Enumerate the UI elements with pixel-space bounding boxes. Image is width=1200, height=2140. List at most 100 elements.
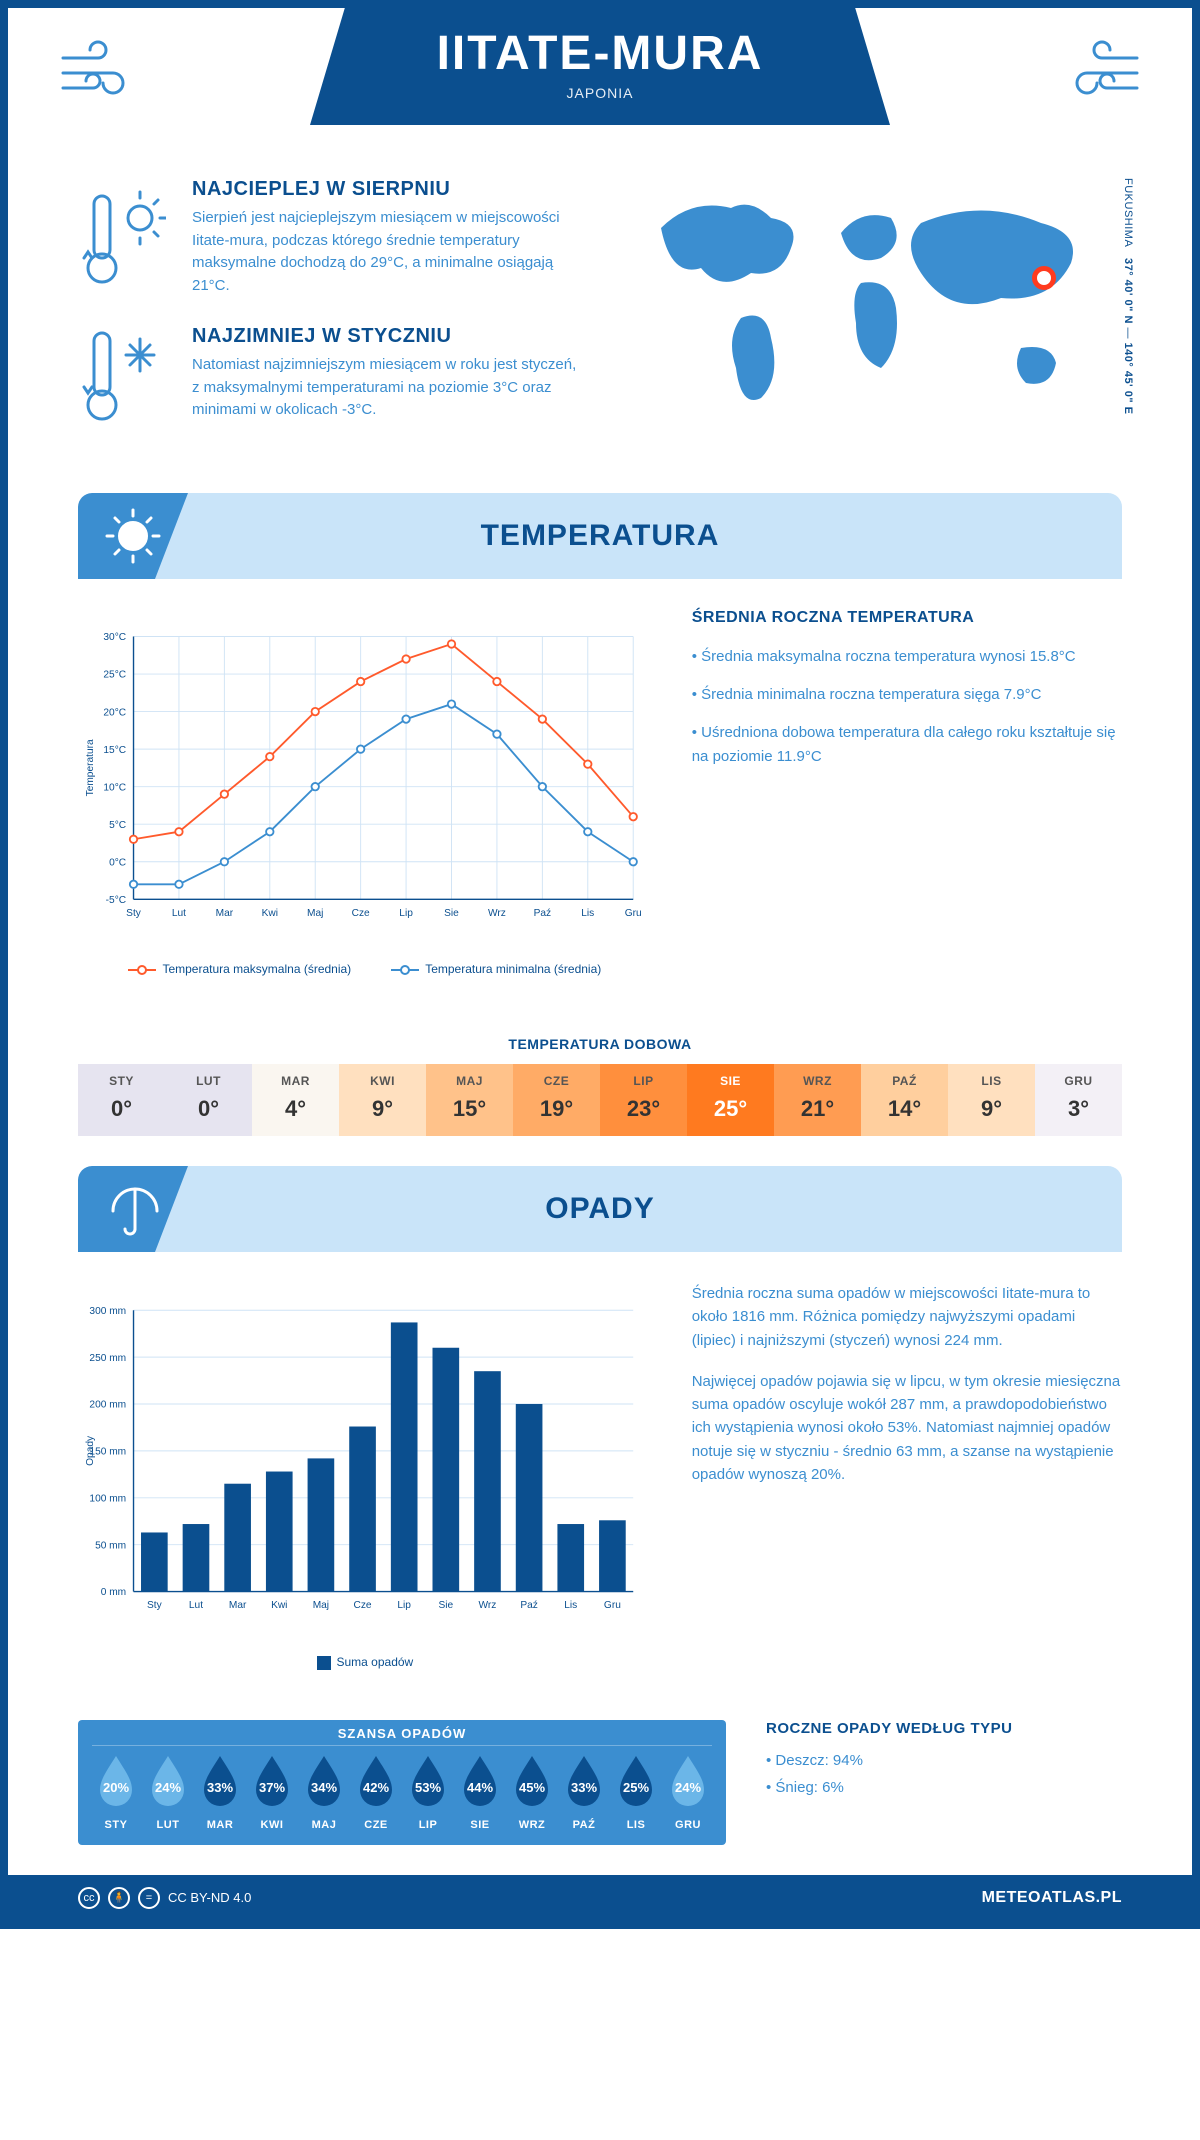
svg-text:44%: 44% <box>467 1780 493 1795</box>
footer: cc 🧍 = CC BY-ND 4.0 METEOATLAS.PL <box>8 1875 1192 1921</box>
thermometer-hot-icon <box>78 178 168 297</box>
svg-text:200 mm: 200 mm <box>89 1400 126 1411</box>
svg-text:Lut: Lut <box>189 1600 203 1611</box>
section-temperature-title: TEMPERATURA <box>481 519 720 553</box>
temp-cell: MAJ15° <box>426 1064 513 1136</box>
temp-cell: LUT0° <box>165 1064 252 1136</box>
svg-text:Sty: Sty <box>147 1600 163 1611</box>
svg-text:Lut: Lut <box>172 908 186 919</box>
precip-chance-drop: 24%GRU <box>664 1752 712 1831</box>
svg-text:Opady: Opady <box>85 1435 96 1466</box>
precip-chance-drop: 25%LIS <box>612 1752 660 1831</box>
typ-bullet: Śnieg: 6% <box>766 1774 1122 1801</box>
annual-temp-bullet: Uśredniona dobowa temperatura dla całego… <box>692 721 1122 769</box>
wind-icon <box>1052 38 1142 119</box>
svg-text:Mar: Mar <box>216 908 234 919</box>
svg-text:45%: 45% <box>519 1780 545 1795</box>
wind-icon <box>58 38 148 119</box>
svg-text:100 mm: 100 mm <box>89 1493 126 1504</box>
svg-text:20%: 20% <box>103 1780 129 1795</box>
precip-chance-drop: 45%WRZ <box>508 1752 556 1831</box>
title-banner: IITATE-MURA JAPONIA <box>310 8 890 125</box>
svg-text:20°C: 20°C <box>103 707 126 718</box>
temp-cell: PAŹ14° <box>861 1064 948 1136</box>
svg-text:34%: 34% <box>311 1780 337 1795</box>
svg-text:Wrz: Wrz <box>479 1600 497 1611</box>
temp-cell: WRZ21° <box>774 1064 861 1136</box>
svg-text:10°C: 10°C <box>103 782 126 793</box>
annual-temp-bullet: Średnia minimalna roczna temperatura się… <box>692 683 1122 707</box>
header: IITATE-MURA JAPONIA <box>8 8 1192 148</box>
precipitation-bar-chart: 0 mm50 mm100 mm150 mm200 mm250 mm300 mmO… <box>78 1282 652 1670</box>
temp-cell: CZE19° <box>513 1064 600 1136</box>
szansa-title: SZANSA OPADÓW <box>92 1726 712 1746</box>
svg-text:Maj: Maj <box>313 1600 329 1611</box>
precip-chance-drop: 24%LUT <box>144 1752 192 1831</box>
umbrella-icon <box>78 1166 188 1252</box>
typ-bullet: Deszcz: 94% <box>766 1747 1122 1774</box>
sun-icon <box>78 493 188 579</box>
precip-chance-drop: 53%LIP <box>404 1752 452 1831</box>
opady-paragraph: Najwięcej opadów pojawia się w lipcu, w … <box>692 1370 1122 1486</box>
temperature-line-chart: -5°C0°C5°C10°C15°C20°C25°C30°CStyLutMarK… <box>78 609 652 976</box>
svg-text:24%: 24% <box>675 1780 701 1795</box>
svg-text:Lis: Lis <box>581 908 594 919</box>
svg-text:53%: 53% <box>415 1780 441 1795</box>
svg-text:Lip: Lip <box>397 1600 411 1611</box>
precipitation-chance-box: SZANSA OPADÓW 20%STY24%LUT33%MAR37%KWI34… <box>78 1720 726 1845</box>
cold-title: NAJZIMNIEJ W STYCZNIU <box>192 325 580 348</box>
svg-text:0 mm: 0 mm <box>101 1587 126 1598</box>
cc-icon: cc <box>78 1887 100 1909</box>
svg-text:42%: 42% <box>363 1780 389 1795</box>
thermometer-cold-icon <box>78 325 168 425</box>
precip-chance-drop: 33%MAR <box>196 1752 244 1831</box>
svg-text:Cze: Cze <box>352 908 370 919</box>
svg-text:24%: 24% <box>155 1780 181 1795</box>
svg-text:Temperatura: Temperatura <box>85 739 96 796</box>
location-title: IITATE-MURA <box>390 26 810 81</box>
precip-chance-drop: 37%KWI <box>248 1752 296 1831</box>
svg-text:300 mm: 300 mm <box>89 1306 126 1317</box>
precip-chance-drop: 44%SIE <box>456 1752 504 1831</box>
hot-summary: NAJCIEPLEJ W SIERPNIU Sierpień jest najc… <box>78 178 580 297</box>
precip-chance-drop: 34%MAJ <box>300 1752 348 1831</box>
svg-text:Cze: Cze <box>354 1600 372 1611</box>
temp-cell: SIE25° <box>687 1064 774 1136</box>
svg-text:250 mm: 250 mm <box>89 1353 126 1364</box>
svg-text:0°C: 0°C <box>109 857 126 868</box>
cc-by-icon: 🧍 <box>108 1887 130 1909</box>
svg-text:Paź: Paź <box>534 908 552 919</box>
svg-text:15°C: 15°C <box>103 745 126 756</box>
precip-chance-drop: 20%STY <box>92 1752 140 1831</box>
svg-text:Paź: Paź <box>520 1600 538 1611</box>
location-country: JAPONIA <box>390 85 810 101</box>
cold-text: Natomiast najzimniejszym miesiącem w rok… <box>192 354 580 422</box>
section-opady-header: OPADY <box>78 1166 1122 1252</box>
svg-text:Gru: Gru <box>625 908 642 919</box>
svg-text:Lip: Lip <box>399 908 413 919</box>
annual-temp-heading: ŚREDNIA ROCZNA TEMPERATURA <box>692 609 1122 627</box>
legend-min: Temperatura minimalna (średnia) <box>391 962 601 976</box>
temp-cell: GRU3° <box>1035 1064 1122 1136</box>
typ-heading: ROCZNE OPADY WEDŁUG TYPU <box>766 1720 1122 1737</box>
svg-text:25°C: 25°C <box>103 670 126 681</box>
section-temperature-header: TEMPERATURA <box>78 493 1122 579</box>
temp-cell: MAR4° <box>252 1064 339 1136</box>
hot-title: NAJCIEPLEJ W SIERPNIU <box>192 178 580 201</box>
world-map: FUKUSHIMA 37° 40' 0" N — 140° 45' 0" E <box>620 178 1122 438</box>
svg-text:Sie: Sie <box>438 1600 453 1611</box>
temp-cell: STY0° <box>78 1064 165 1136</box>
svg-text:Wrz: Wrz <box>488 908 506 919</box>
cc-nd-icon: = <box>138 1887 160 1909</box>
section-opady-title: OPADY <box>545 1192 654 1226</box>
svg-text:33%: 33% <box>207 1780 233 1795</box>
svg-text:Lis: Lis <box>564 1600 577 1611</box>
svg-text:Mar: Mar <box>229 1600 247 1611</box>
temp-cell: KWI9° <box>339 1064 426 1136</box>
svg-text:25%: 25% <box>623 1780 649 1795</box>
svg-text:30°C: 30°C <box>103 632 126 643</box>
svg-text:33%: 33% <box>571 1780 597 1795</box>
svg-text:37%: 37% <box>259 1780 285 1795</box>
legend-max: Temperatura maksymalna (średnia) <box>128 962 351 976</box>
daily-temperature-grid: STY0°LUT0°MAR4°KWI9°MAJ15°CZE19°LIP23°SI… <box>78 1064 1122 1136</box>
